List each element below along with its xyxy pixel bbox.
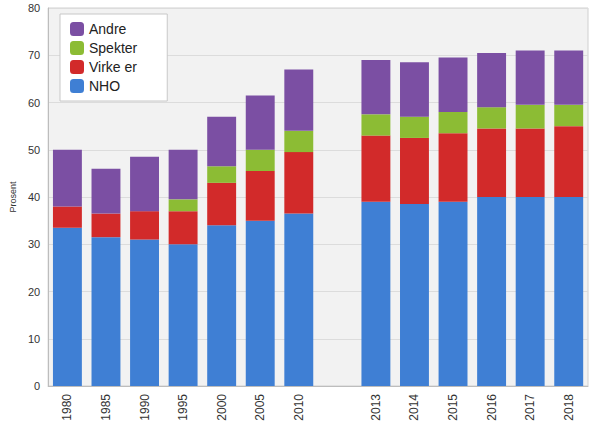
svg-text:70: 70: [28, 49, 40, 61]
svg-text:Spekter: Spekter: [89, 40, 138, 56]
svg-text:40: 40: [28, 191, 40, 203]
svg-text:60: 60: [28, 97, 40, 109]
svg-text:2005: 2005: [253, 394, 267, 421]
svg-text:1995: 1995: [176, 394, 190, 421]
svg-text:2000: 2000: [215, 394, 229, 421]
svg-text:20: 20: [28, 286, 40, 298]
svg-text:1990: 1990: [138, 394, 152, 421]
svg-text:0: 0: [34, 380, 40, 392]
svg-text:2017: 2017: [523, 394, 537, 421]
svg-text:2014: 2014: [407, 394, 421, 421]
svg-text:2016: 2016: [485, 394, 499, 421]
svg-text:1985: 1985: [99, 394, 113, 421]
svg-text:80: 80: [28, 2, 40, 14]
svg-text:Virke er: Virke er: [89, 59, 137, 75]
svg-text:1980: 1980: [60, 394, 74, 421]
svg-text:2010: 2010: [292, 394, 306, 421]
svg-text:10: 10: [28, 333, 40, 345]
svg-text:NHO: NHO: [89, 78, 120, 94]
svg-text:50: 50: [28, 144, 40, 156]
svg-text:2018: 2018: [562, 394, 576, 421]
svg-text:Andre: Andre: [89, 21, 127, 37]
svg-text:30: 30: [28, 238, 40, 250]
svg-text:Prosent: Prosent: [8, 181, 18, 213]
svg-text:2015: 2015: [446, 394, 460, 421]
svg-text:2013: 2013: [369, 394, 383, 421]
